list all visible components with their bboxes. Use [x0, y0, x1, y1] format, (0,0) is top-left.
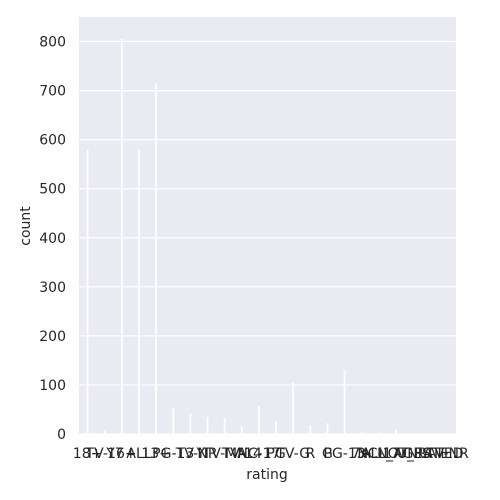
y-tick-label: 0 [57, 427, 66, 443]
bar-pg [275, 420, 277, 434]
x-tick-label: TV-14 [221, 446, 262, 462]
y-tick-label: 100 [39, 378, 66, 394]
bar-tv-14 [240, 426, 243, 434]
x-axis-label: rating [246, 467, 287, 483]
x-tick-label: TV-Y7 [85, 446, 124, 462]
x-tick-label: 7+ [351, 446, 372, 462]
x-tick-label: NR [197, 446, 217, 462]
x-tick-label: TV-MA [202, 446, 247, 462]
bar-nr [206, 416, 209, 434]
bar-g [326, 423, 329, 434]
y-tick-labels: 0 100 200 300 400 500 600 700 800 [39, 35, 66, 443]
y-tick-label: 700 [39, 84, 66, 100]
gridlines [79, 40, 456, 435]
bar-13- [155, 83, 158, 435]
bar-tv-ma [223, 417, 226, 434]
x-tick-label: PG-13 [324, 446, 366, 462]
x-tick-label: ALL_AGES [361, 446, 431, 462]
x-tick-label: TV-G [275, 446, 310, 462]
y-axis-label: count [18, 206, 34, 246]
x-tick-label: UNRATED [397, 446, 464, 462]
bar-r [309, 425, 312, 434]
bar-tv-g [292, 382, 295, 434]
y-tick-label: 200 [39, 329, 66, 345]
x-tick-label: NOT_RATE [377, 446, 449, 462]
x-tick-label: NC-17 [357, 446, 400, 462]
x-tick-labels: 18+TV-Y716+ALL13+PG-13TV-YNRTV-MATV-14NC… [73, 446, 469, 462]
x-tick-label: 16+ [107, 446, 137, 462]
x-tick-label: TV-Y [175, 446, 206, 462]
bar-nc-17 [258, 406, 260, 434]
bar-16- [120, 39, 123, 434]
bars [86, 39, 449, 435]
bar-18- [86, 149, 89, 435]
bar-tv-pg [343, 370, 346, 434]
bar-ages-16- [377, 432, 380, 434]
y-tick-label: 600 [39, 133, 66, 149]
y-tick-label: 500 [39, 182, 66, 198]
x-tick-label: 13+ [141, 446, 171, 462]
bar-tv-nr [429, 433, 432, 434]
bar-pg-13 [172, 407, 175, 434]
x-tick-label: NC-17 [237, 446, 280, 462]
bar-7- [360, 432, 363, 434]
plot-background [79, 17, 456, 434]
y-tick-label: 300 [39, 280, 66, 296]
x-tick-label: PG [266, 446, 285, 462]
x-tick-label: TV-NR [425, 446, 469, 462]
bar-not-rate [395, 429, 397, 434]
bar-tv-y [189, 413, 192, 434]
x-tick-label: ALL [126, 446, 151, 462]
x-tick-label: R [305, 446, 315, 462]
bar-all [138, 149, 140, 435]
y-tick-label: 400 [39, 231, 66, 247]
x-tick-label: PG-13 [152, 446, 194, 462]
x-tick-label: 18+ [73, 446, 103, 462]
bar-tv-y7 [103, 430, 106, 434]
y-tick-label: 800 [39, 35, 66, 51]
x-tick-label: G [322, 446, 333, 462]
